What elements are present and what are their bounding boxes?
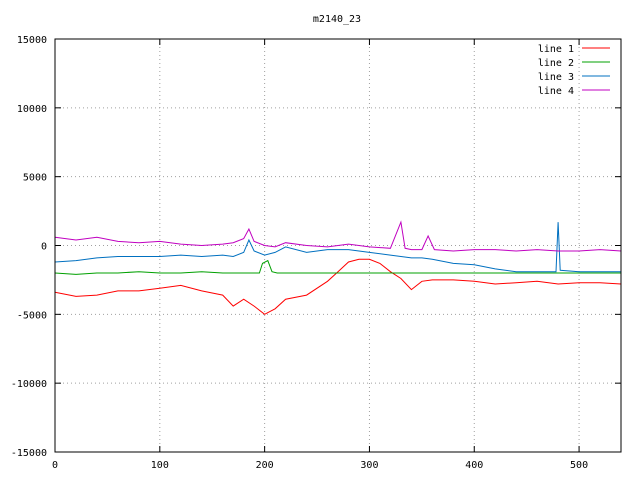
series-line-3 [54,222,621,273]
y-tick-label: -5000 [17,310,47,321]
y-tick-label: 5000 [23,173,47,184]
y-tick-label: 15000 [17,35,47,46]
x-tick-label: 300 [360,460,378,471]
y-tick-label: -10000 [11,379,47,390]
series-line-2 [54,259,621,275]
series-lines [54,220,622,315]
x-tick-label: 100 [151,460,169,471]
x-tick-label: 500 [570,460,588,471]
x-tick-label: 200 [256,460,274,471]
axis-ticks: 0 100 200 300 400 500 -15000 -10000 -5000 0 5000 10… [11,35,621,471]
x-tick-label: 0 [52,460,58,471]
grid [55,39,621,452]
x-tick-label: 400 [465,460,483,471]
chart-title: m2140_23 [313,14,361,25]
series-line-1 [54,258,622,315]
series-line-4 [54,220,622,252]
legend-label: line 1 [538,44,574,55]
legend-label: line 2 [538,58,574,69]
legend-label: line 3 [538,72,574,83]
y-tick-label: -15000 [11,448,47,459]
legend: line 1 line 2 line 3 line 4 [538,44,610,97]
y-tick-label: 10000 [17,104,47,115]
legend-label: line 4 [538,86,574,97]
y-tick-label: 0 [41,242,47,253]
